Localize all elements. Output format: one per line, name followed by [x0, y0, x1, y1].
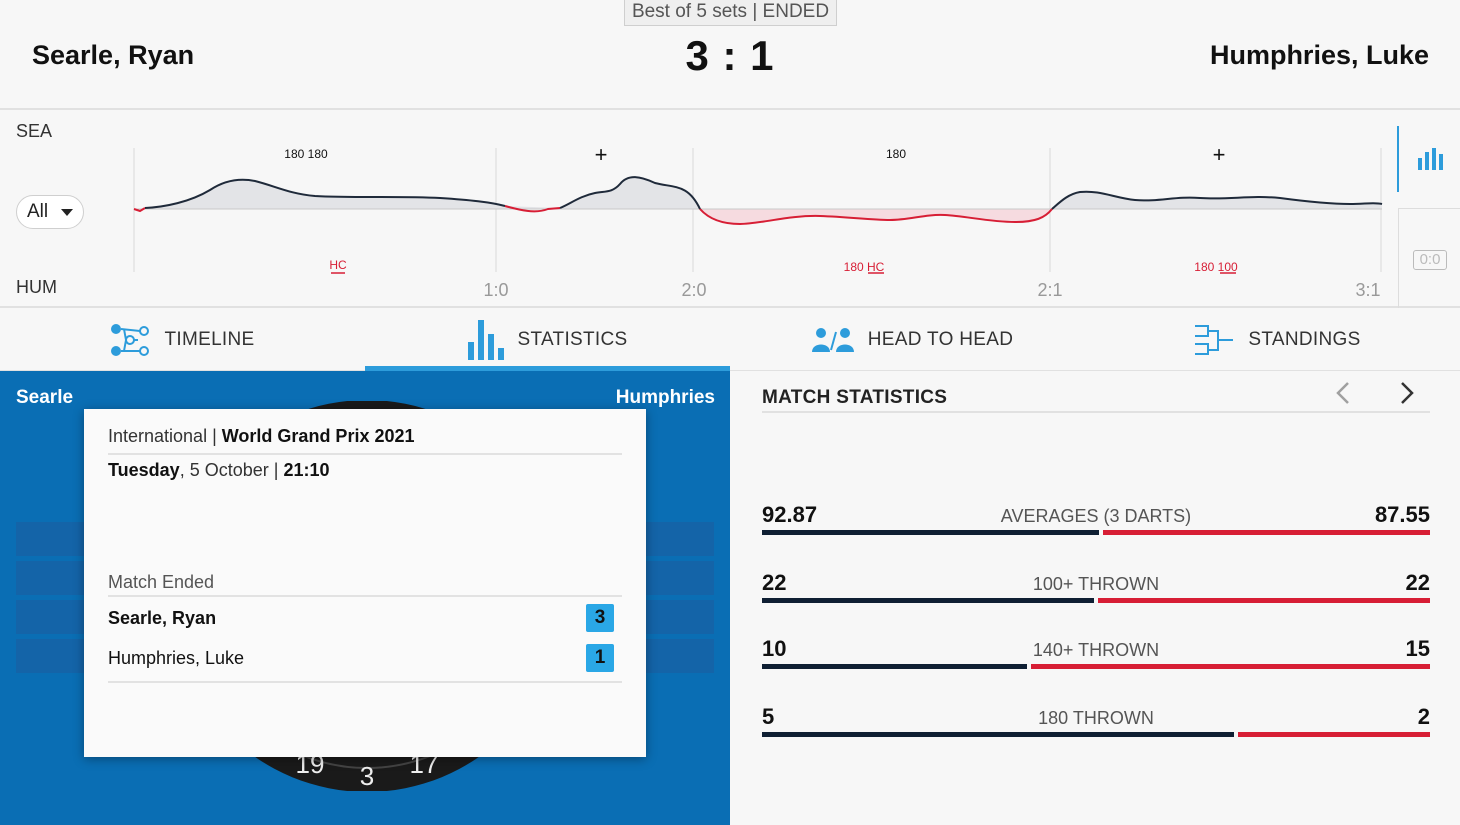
timeline-searle-area [134, 177, 1382, 209]
match-timeline: SEA HUM All 180 [0, 112, 1460, 308]
stat-label: 100+ THROWN [1032, 574, 1160, 594]
popup-divider [108, 681, 622, 683]
stat-left-value: 5 [762, 704, 775, 729]
timeline-filter-select[interactable]: All [16, 195, 84, 229]
timeline-set-score: 1:0 [483, 280, 508, 300]
timeline-searle-line [144, 176, 1383, 210]
bar-chart-icon [467, 320, 504, 360]
chevron-left-icon [1336, 382, 1349, 404]
player-left-name[interactable]: Searle, Ryan [32, 40, 195, 70]
match-info-popup: International | World Grand Prix 2021 Tu… [84, 409, 646, 757]
match-board-panel: Searle Humphries 19 3 17 International |… [0, 371, 730, 825]
tab-standings-label: STANDINGS [1248, 329, 1361, 350]
stat-right-value: 15 [1405, 636, 1430, 661]
timeline-set-score: 2:0 [681, 280, 706, 300]
stat-row-140-plus: 10 140+ THROWN 15 [762, 636, 1430, 676]
stat-left-value: 22 [762, 570, 787, 595]
stat-bar-left [762, 598, 1094, 603]
popup-day: Tuesday [108, 460, 180, 480]
timeline-event-hc[interactable]: HC [329, 258, 347, 272]
previous-button[interactable] [1334, 379, 1358, 407]
timeline-icon [110, 321, 150, 359]
chevron-right-icon [1401, 382, 1414, 404]
tab-statistics-label: STATISTICS [517, 329, 628, 350]
timeline-set-score: 3:1 [1355, 280, 1380, 300]
stat-bar-left [762, 530, 1100, 535]
timeline-humphries-line [133, 205, 1053, 226]
tab-statistics[interactable]: STATISTICS [365, 310, 730, 371]
popup-tournament[interactable]: World Grand Prix 2021 [221, 426, 415, 446]
match-score: 3 : 1 [685, 32, 775, 79]
stat-right-value: 2 [1417, 704, 1430, 729]
timeline-current-score: 0:0 [1413, 250, 1447, 270]
tab-standings[interactable]: STANDINGS [1095, 310, 1460, 370]
stat-bar-right [1103, 530, 1430, 535]
statistics-header-divider [762, 411, 1430, 413]
bracket-icon [1194, 324, 1234, 356]
popup-tournament-line: International | World Grand Prix 2021 [108, 426, 415, 446]
timeline-side-divider [1397, 126, 1399, 192]
timeline-filter-value: All [27, 201, 49, 222]
timeline-top-player-label: SEA [16, 121, 53, 141]
match-statistics-title: MATCH STATISTICS [762, 387, 948, 408]
timeline-humphries-area [700, 209, 1052, 224]
next-button[interactable] [1396, 379, 1420, 407]
popup-divider [108, 453, 622, 455]
timeline-event-180-hc[interactable]: 180 HC [844, 260, 885, 274]
timeline-set-score: 2:1 [1037, 280, 1062, 300]
board-player-right: Humphries [615, 387, 715, 408]
popup-divider [108, 595, 622, 597]
stat-label: AVERAGES (3 DARTS) [1000, 506, 1192, 526]
popup-player-name[interactable]: Humphries, Luke [108, 648, 245, 668]
tab-timeline-label: TIMELINE [164, 329, 255, 350]
stat-bar-right [1098, 598, 1430, 603]
chevron-down-icon [61, 209, 73, 216]
stat-bar-right [1238, 732, 1430, 737]
timeline-event-plus[interactable]: + [1213, 142, 1226, 167]
stat-left-value: 10 [762, 636, 787, 661]
player-right-name[interactable]: Humphries, Luke [1209, 40, 1429, 70]
timeline-side-divider [1398, 208, 1399, 308]
tab-head-to-head[interactable]: HEAD TO HEAD [730, 310, 1095, 370]
bar-chart-icon[interactable] [1418, 148, 1444, 170]
stat-right-value: 87.55 [1374, 502, 1430, 527]
stat-bar-right [1031, 664, 1430, 669]
users-icon [811, 328, 854, 352]
match-header: Best of 5 sets | ENDED Searle, Ryan 3 : … [0, 0, 1460, 110]
popup-date: , 5 October | [179, 460, 284, 480]
popup-player-name[interactable]: Searle, Ryan [108, 608, 217, 628]
popup-time: 21:10 [283, 460, 330, 480]
popup-player-sets: 3 [586, 604, 614, 632]
timeline-side-divider [1398, 208, 1460, 209]
popup-category: International [108, 426, 208, 446]
match-statistics-panel: MATCH STATISTICS 92.87 AVERAGES (3 DARTS… [762, 371, 1430, 825]
timeline-event-180-180[interactable]: 180 180 [284, 147, 328, 161]
stat-row-100-plus: 22 100+ THROWN 22 [762, 570, 1430, 610]
popup-player-sets: 1 [586, 644, 614, 672]
stat-left-value: 92.87 [762, 502, 818, 527]
timeline-bottom-player-label: HUM [16, 277, 57, 297]
timeline-chart: 180 180 + 180 + HC 180 HC 180 100 1:0 2:… [133, 142, 1383, 300]
stat-bar-left [762, 664, 1028, 669]
dartboard-number: 3 [360, 761, 374, 791]
board-player-left: Searle [16, 387, 74, 408]
timeline-event-plus[interactable]: + [595, 142, 608, 167]
stat-right-value: 22 [1405, 570, 1430, 595]
tab-head-to-head-label: HEAD TO HEAD [867, 329, 1014, 350]
stat-row-averages: 92.87 AVERAGES (3 DARTS) 87.55 [762, 502, 1430, 542]
tab-timeline[interactable]: TIMELINE [0, 310, 365, 370]
stat-label: 140+ THROWN [1032, 640, 1160, 660]
match-tabs: TIMELINE STATISTICS [0, 310, 1460, 371]
stat-bar-left [762, 732, 1235, 737]
stat-row-180: 5 180 THROWN 2 [762, 704, 1430, 744]
match-format-badge: Best of 5 sets | ENDED [624, 0, 837, 26]
stat-label: 180 THROWN [1038, 708, 1154, 728]
popup-date-line: Tuesday, 5 October | 21:10 [108, 460, 329, 481]
popup-match-status: Match Ended [108, 572, 215, 592]
timeline-event-180[interactable]: 180 [886, 147, 906, 161]
timeline-event-180-100[interactable]: 180 100 [1194, 260, 1238, 274]
